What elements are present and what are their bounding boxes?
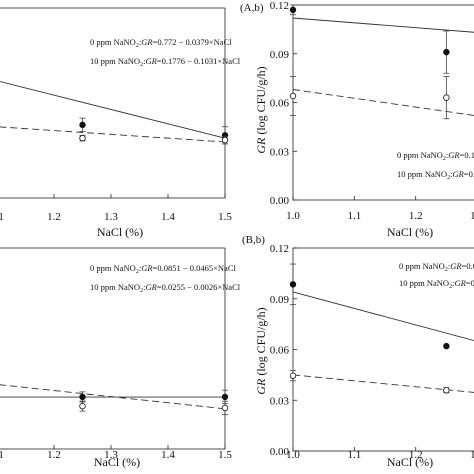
regression-equation: 0 ppm NaNO2:GR=0.772 − 0.0379×NaCl	[90, 37, 232, 49]
x-tick-label: 1.2	[47, 211, 61, 223]
x-tick-label: 1.2	[47, 449, 61, 461]
data-point-10ppm	[221, 136, 229, 144]
x-tick-label: 1.2	[409, 449, 423, 461]
x-tick-label: 1.0	[286, 210, 300, 222]
x-tick-label: 1.3	[470, 449, 474, 461]
chart-panel-top-left	[0, 7, 229, 199]
plot-frame	[0, 247, 226, 450]
y-tick-label: 0.09	[270, 49, 290, 61]
x-axis-label: NaCl (%)	[97, 225, 143, 239]
data-point-0ppm	[79, 393, 86, 401]
x-tick-label: 1.1	[0, 449, 4, 461]
x-axis-label: NaCl (%)	[387, 225, 433, 239]
data-point-10ppm	[79, 134, 86, 142]
x-tick-label: 1.2	[409, 210, 423, 222]
x-tick-label: 1.4	[161, 449, 175, 461]
data-point-0ppm	[79, 121, 86, 129]
regression-equation: 0 ppm NaNO2:GR=0.1	[397, 150, 474, 162]
data-point-0ppm	[443, 342, 450, 350]
regression-equation: 0 ppm NaNO2:GR=0.0851 − 0.0465×NaCl	[90, 263, 236, 275]
regression-line-10ppm	[292, 374, 474, 393]
y-tick-label: 0.12	[270, 243, 289, 255]
data-point-10ppm	[289, 372, 297, 379]
x-axis-label: NaCl (%)	[94, 455, 140, 469]
chart-panel-bottom-right	[289, 247, 474, 452]
data-point-10ppm	[443, 94, 450, 101]
panel-label: (A,b)	[240, 2, 264, 14]
regression-equation: 10 ppm NaNO2:GR=0.1	[397, 169, 474, 181]
y-axis-label: GR (log CFU/g/h)	[254, 66, 268, 153]
x-axis-label: NaCl (%)	[387, 455, 433, 469]
regression-line-0ppm	[292, 17, 474, 33]
data-point-10ppm	[289, 92, 297, 100]
regression-line-0ppm	[0, 81, 226, 139]
x-tick-label: 1.1	[347, 449, 361, 461]
x-tick-label: 1.1	[347, 210, 361, 222]
x-tick-label: 1.5	[218, 211, 232, 223]
y-tick-label: 0.09	[270, 294, 290, 306]
panel-label: (B,b)	[242, 234, 265, 246]
regression-equation: 10 ppm NaNO2:GR=0.1776 − 0.1031×NaCl	[90, 56, 241, 68]
regression-equation: 10 ppm NaNO2:GR=0.0255 − 0.0026×NaCl	[90, 282, 241, 294]
data-point-0ppm	[221, 393, 229, 401]
data-point-0ppm	[289, 281, 297, 288]
y-tick-label: 0.00	[270, 446, 290, 458]
data-point-10ppm	[221, 404, 229, 412]
y-tick-label: 0.03	[270, 146, 290, 158]
regression-line-10ppm	[0, 384, 226, 410]
y-tick-label: 0.12	[270, 0, 289, 12]
x-tick-label: 1.3	[104, 211, 118, 223]
y-axis-label: GR (log CFU/g/h)	[254, 307, 268, 394]
y-tick-label: 0.00	[270, 195, 290, 207]
regression-line-0ppm	[292, 291, 474, 342]
regression-equation: 10 ppm NaNO2:GR=0.1	[399, 278, 474, 290]
regression-line-10ppm	[0, 126, 226, 143]
x-tick-label: 1.5	[218, 449, 232, 461]
regression-line-10ppm	[292, 89, 474, 116]
data-point-10ppm	[443, 387, 450, 394]
chart-panel-top-right	[289, 4, 474, 201]
y-tick-label: 0.06	[270, 345, 290, 357]
data-point-0ppm	[443, 48, 450, 56]
x-tick-label: 1.4	[161, 211, 175, 223]
x-tick-label: 1.0	[286, 449, 300, 461]
y-tick-label: 0.03	[270, 395, 290, 407]
data-point-0ppm	[289, 6, 297, 14]
plot-frame	[0, 7, 226, 199]
data-point-10ppm	[79, 402, 86, 410]
x-tick-label: 1.3	[470, 210, 474, 222]
x-tick-label: 1.3	[104, 449, 118, 461]
x-tick-label: 1.1	[0, 211, 4, 223]
chart-panel-bottom-left	[0, 247, 229, 450]
regression-equation: 0 ppm NaNO2:GR=0.0	[399, 261, 474, 273]
y-tick-label: 0.06	[270, 98, 290, 110]
